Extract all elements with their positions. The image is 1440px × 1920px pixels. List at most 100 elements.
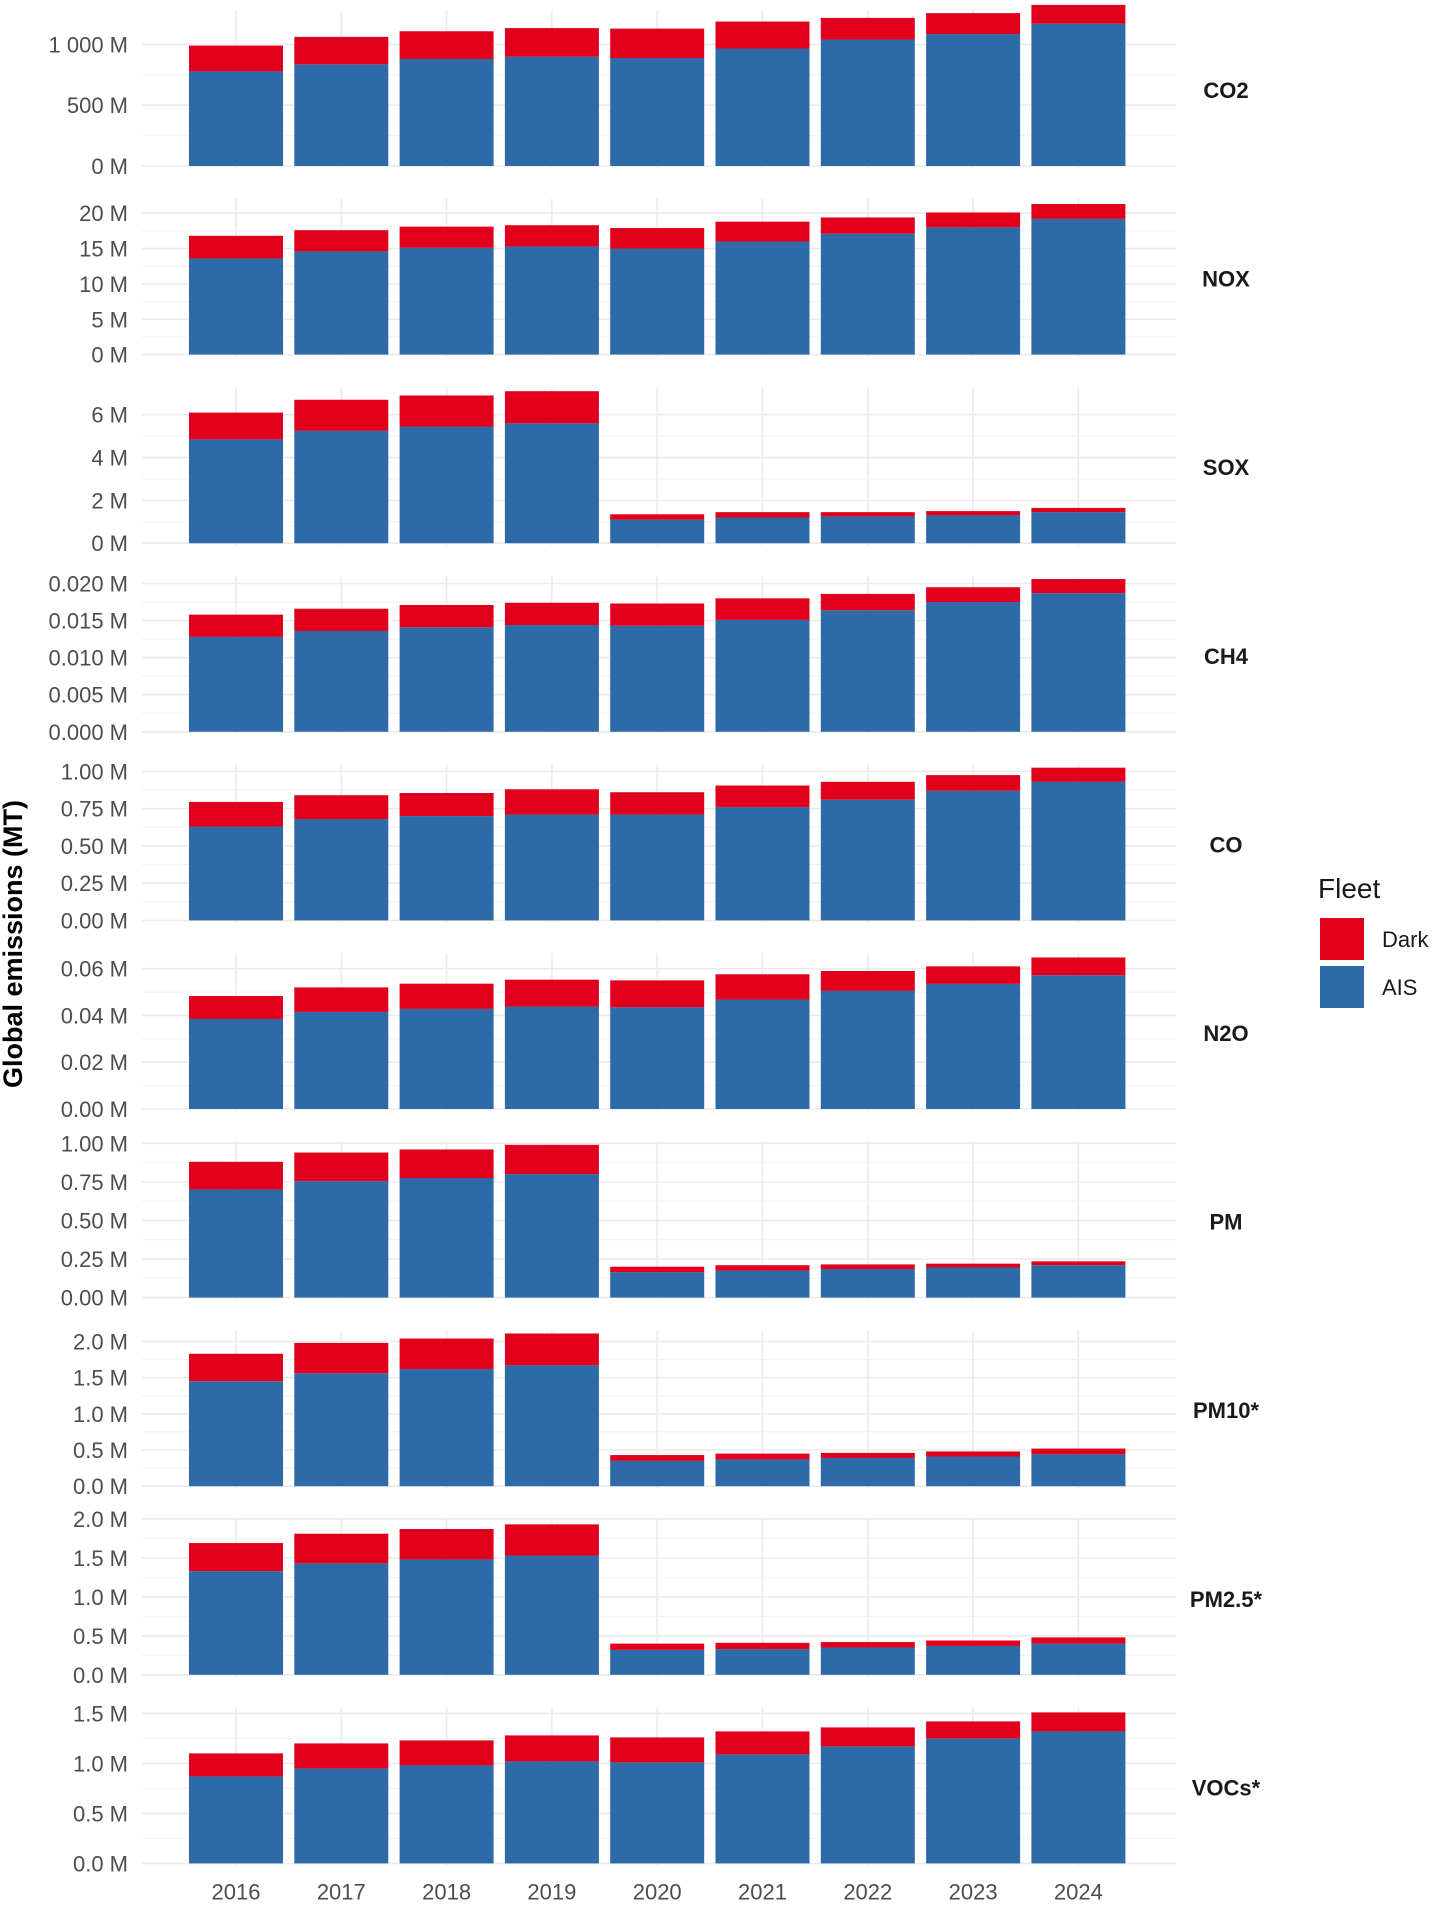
bar-ais [715, 1459, 810, 1487]
bar-dark [294, 36, 389, 65]
bar-dark [1031, 1448, 1126, 1455]
y-tick-label: 0.0 M [73, 1474, 128, 1499]
bar-dark [1031, 767, 1126, 782]
bar-ais [504, 814, 599, 921]
bar-ais [926, 790, 1021, 921]
bar-ais [820, 516, 915, 544]
legend-key-dark [1320, 918, 1364, 960]
bar-dark [294, 1152, 389, 1182]
bar-dark [504, 979, 599, 1007]
panel-8: 0.0 M 0.5 M 1.0 M 1.5 M 2.0 M PM2.5* [73, 1507, 1263, 1688]
bar-dark [294, 987, 389, 1012]
bar-dark [1031, 957, 1126, 976]
bar-dark [1031, 1637, 1126, 1644]
bar-ais [504, 246, 599, 355]
bar-ais [610, 625, 705, 732]
y-tick-label: 0 M [91, 154, 128, 179]
bar-dark [504, 1735, 599, 1762]
bar-dark [1031, 579, 1126, 594]
bar-ais [294, 1181, 389, 1298]
bar-dark [399, 605, 494, 628]
bar-dark [504, 1144, 599, 1175]
x-tick-label: 2024 [1054, 1879, 1103, 1904]
x-tick-label: 2017 [317, 1879, 366, 1904]
bar-ais [715, 48, 810, 166]
panel-5: 0.00 M 0.02 M 0.04 M 0.06 M N2O [61, 953, 1249, 1122]
bar-dark [610, 1455, 705, 1461]
bar-ais [189, 439, 283, 544]
legend: Fleet Dark AIS [1318, 873, 1429, 1008]
bar-dark [715, 1642, 810, 1650]
bar-ais [399, 1559, 494, 1675]
y-tick-label: 0.06 M [61, 957, 128, 982]
bar-dark [1031, 1261, 1126, 1266]
bar-dark [399, 1529, 494, 1560]
y-tick-label: 0.50 M [61, 1208, 128, 1233]
bar-dark [610, 28, 705, 59]
bar-ais [926, 1738, 1021, 1864]
y-tick-label: 0.75 M [61, 797, 128, 822]
bar-ais [715, 1754, 810, 1864]
bar-dark [504, 1524, 599, 1556]
x-tick-label: 2020 [633, 1879, 682, 1904]
y-tick-label: 4 M [91, 446, 128, 471]
bar-ais [189, 1189, 283, 1298]
bar-dark [610, 792, 705, 815]
bar-dark [504, 391, 599, 424]
y-tick-label: 0.020 M [49, 572, 129, 597]
bar-ais [820, 1647, 915, 1675]
y-tick-label: 1.00 M [61, 1131, 128, 1156]
bar-dark [820, 593, 915, 611]
facet-label: CH4 [1204, 644, 1249, 669]
bar-dark [1031, 507, 1126, 513]
bar-dark [189, 1161, 283, 1190]
y-tick-label: 1.5 M [73, 1701, 128, 1726]
bar-dark [820, 512, 915, 517]
bar-dark [820, 1727, 915, 1747]
bar-dark [189, 614, 283, 637]
bar-dark [399, 1338, 494, 1369]
bar-dark [610, 980, 705, 1008]
legend-title: Fleet [1318, 873, 1380, 904]
bar-ais [1031, 1454, 1126, 1487]
bar-dark [399, 31, 494, 59]
panel-0: 0 M 500 M 1 000 M CO2 [49, 4, 1249, 179]
bar-ais [820, 610, 915, 732]
bar-ais [715, 1649, 810, 1675]
bar-ais [504, 1555, 599, 1675]
bar-dark [715, 1265, 810, 1271]
bar-ais [610, 814, 705, 921]
y-tick-label: 0.00 M [61, 1097, 128, 1122]
y-tick-label: 0.04 M [61, 1003, 128, 1028]
bar-ais [610, 1272, 705, 1298]
bar-ais [399, 1008, 494, 1109]
bar-ais [610, 1007, 705, 1109]
bar-ais [926, 1645, 1021, 1675]
y-tick-label: 0.5 M [73, 1438, 128, 1463]
bar-ais [926, 227, 1021, 355]
y-tick-label: 0.5 M [73, 1801, 128, 1826]
y-tick-label: 0.02 M [61, 1050, 128, 1075]
facet-label: N2O [1203, 1021, 1248, 1046]
x-tick-label: 2021 [738, 1879, 787, 1904]
bar-ais [399, 247, 494, 355]
bar-ais [294, 251, 389, 355]
bar-ais [1031, 512, 1126, 544]
bar-dark [399, 395, 494, 427]
bar-ais [189, 826, 283, 921]
bar-ais [610, 519, 705, 544]
bar-ais [1031, 1265, 1126, 1298]
bar-dark [926, 775, 1021, 791]
bar-ais [399, 1765, 494, 1864]
y-tick-label: 0.25 M [61, 871, 128, 896]
bar-dark [189, 235, 283, 259]
panel-7: 0.0 M 0.5 M 1.0 M 1.5 M 2.0 M PM10* [73, 1329, 1259, 1499]
bar-ais [399, 1368, 494, 1487]
bar-ais [1031, 781, 1126, 921]
bar-dark [820, 1452, 915, 1458]
y-tick-label: 1.5 M [73, 1546, 128, 1571]
y-tick-label: 0.005 M [49, 683, 129, 708]
bar-dark [610, 228, 705, 249]
legend-items: Dark AIS [1320, 918, 1429, 1008]
facet-label: SOX [1203, 455, 1250, 480]
